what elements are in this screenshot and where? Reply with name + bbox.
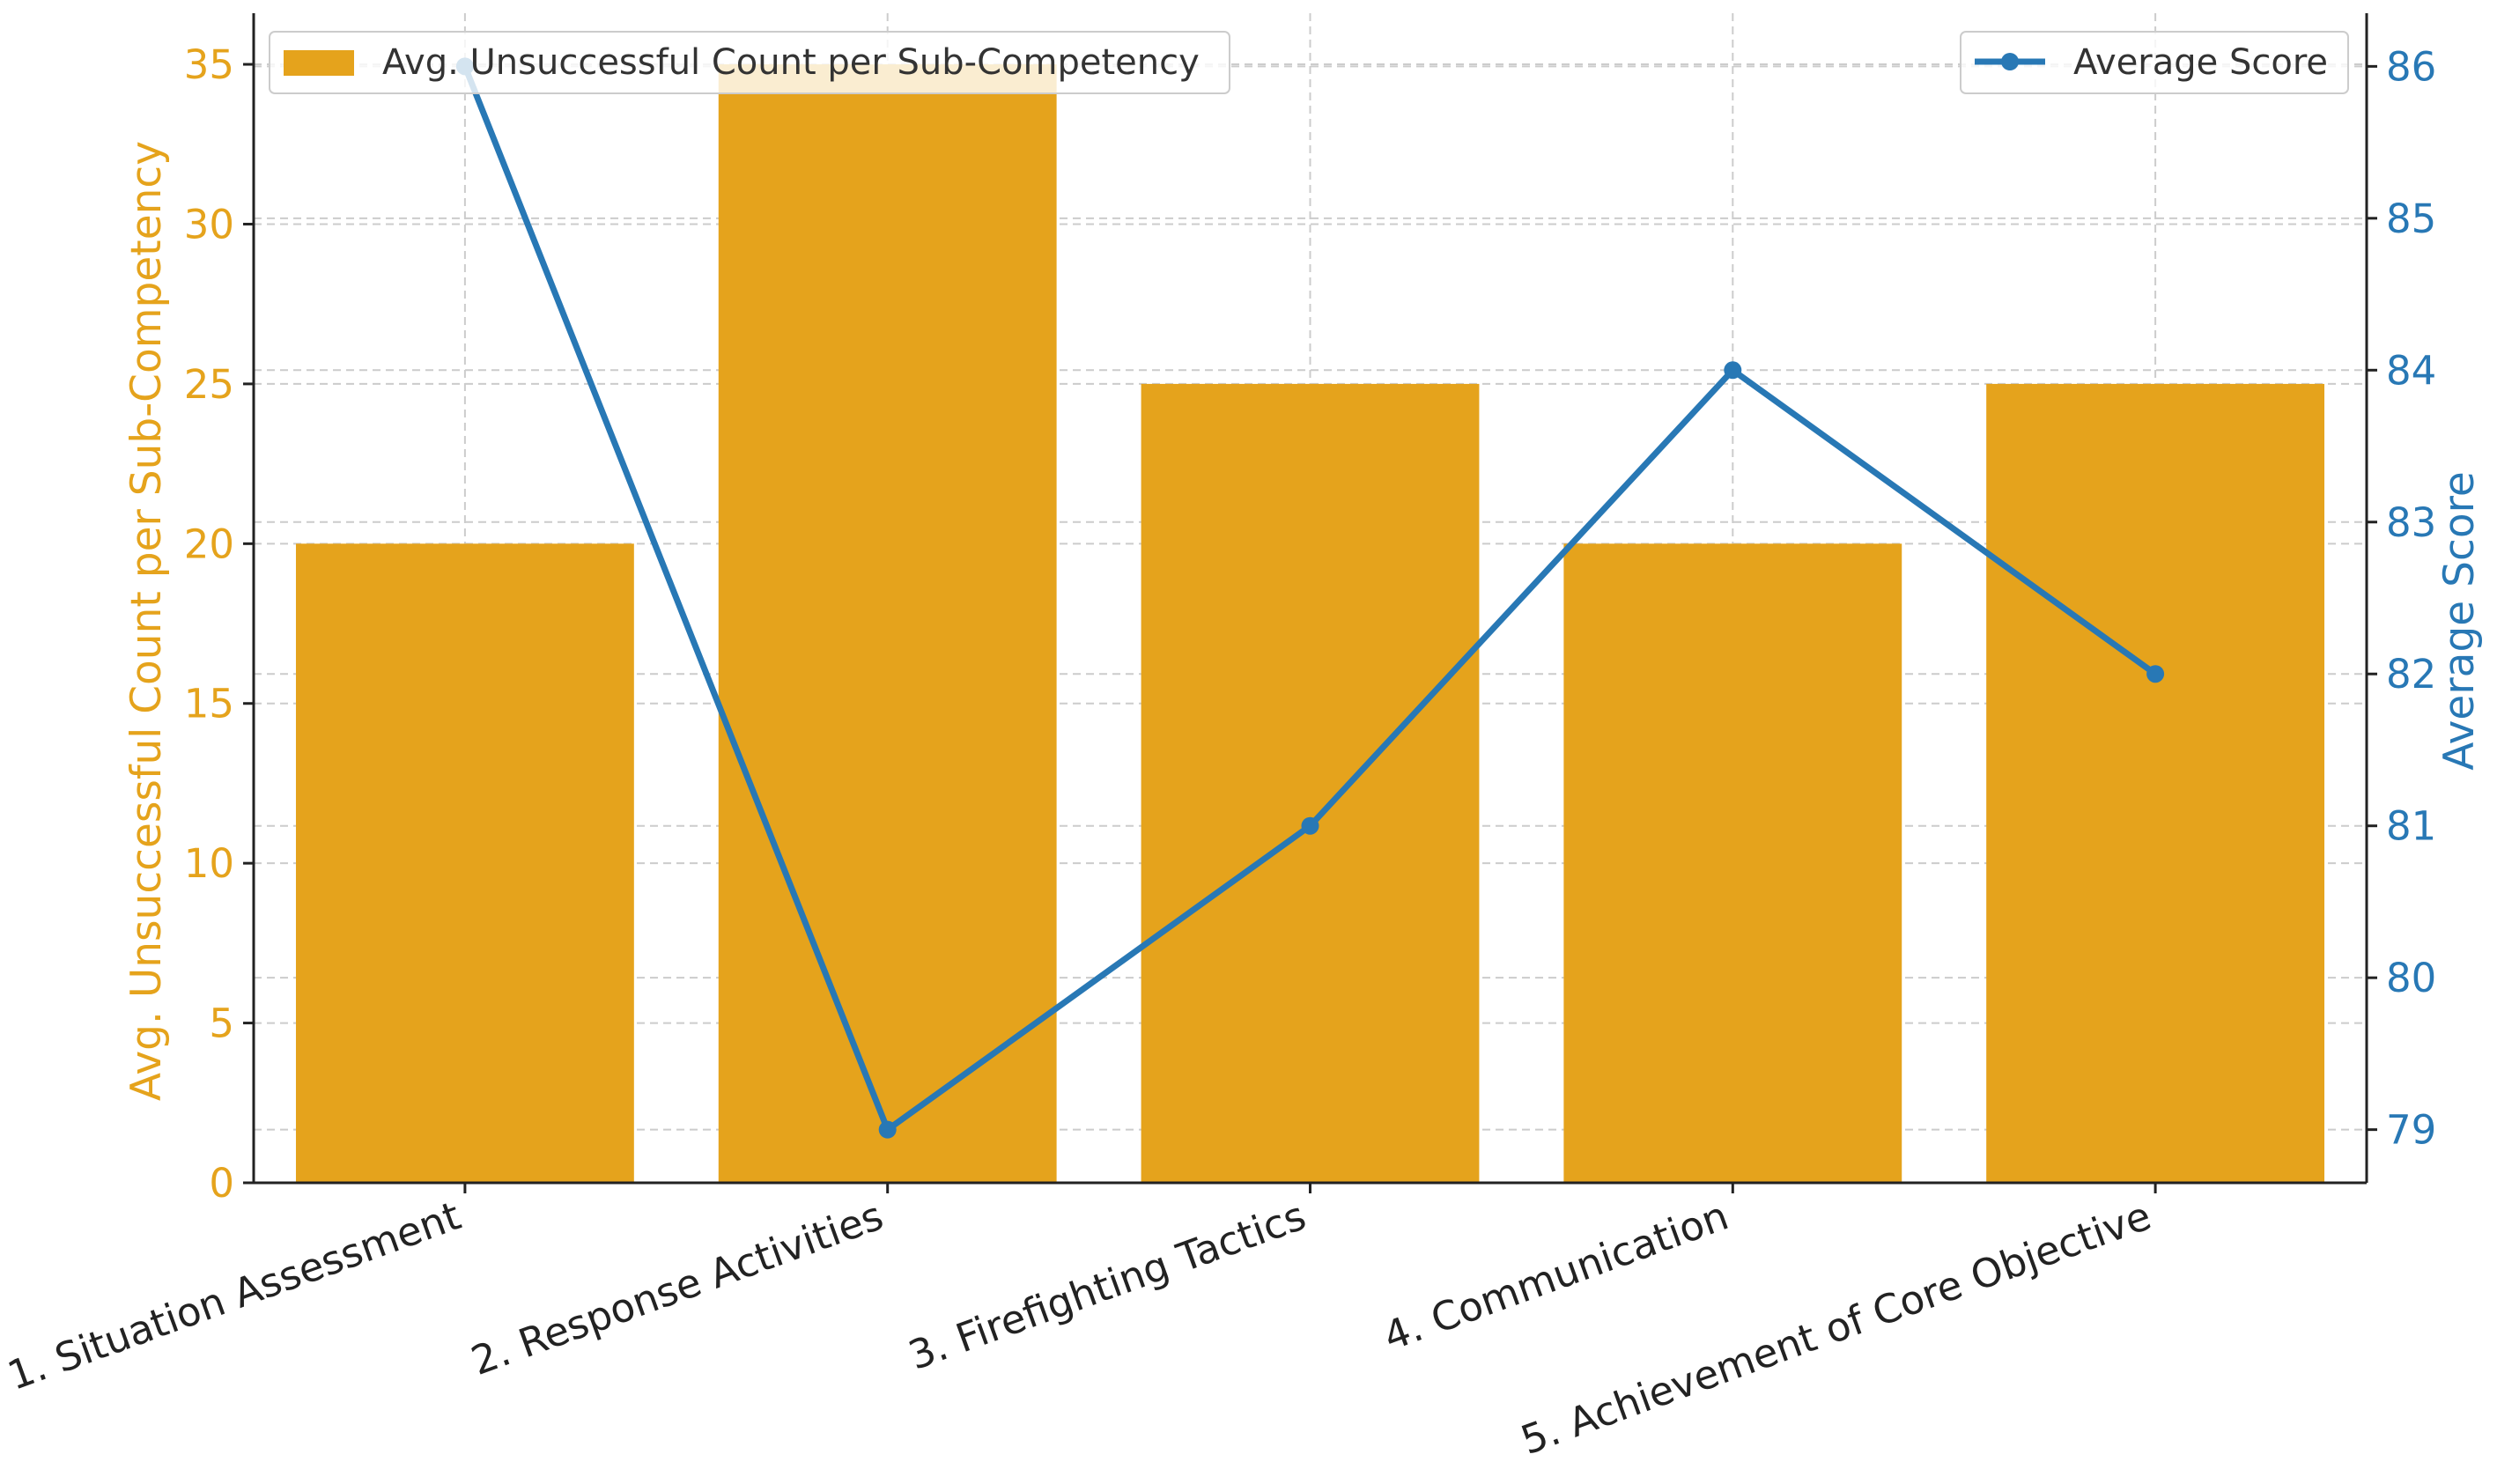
right-axis-title: Average Score bbox=[2435, 471, 2484, 771]
legend-bars-swatch bbox=[284, 50, 354, 76]
legend-bars: Avg. Unsuccessful Count per Sub-Competen… bbox=[269, 31, 1230, 94]
left-tick-label: 5 bbox=[209, 1000, 234, 1047]
left-tick-label: 25 bbox=[184, 361, 234, 408]
legend-line-frame bbox=[1960, 31, 2349, 94]
left-tick-label: 15 bbox=[184, 681, 234, 727]
right-tick-label: 85 bbox=[2386, 196, 2436, 242]
left-tick-label: 10 bbox=[184, 840, 234, 887]
left-tick-label: 35 bbox=[184, 41, 234, 88]
legend-bars-frame bbox=[269, 31, 1230, 94]
bar bbox=[1986, 383, 2325, 1183]
legend-line: Average Score bbox=[1960, 31, 2349, 94]
line-point bbox=[2146, 665, 2165, 683]
line-point bbox=[878, 1120, 897, 1139]
left-tick-label: 30 bbox=[184, 201, 234, 247]
right-tick-label: 81 bbox=[2386, 803, 2436, 850]
right-tick-label: 82 bbox=[2386, 651, 2436, 698]
left-tick-label: 20 bbox=[184, 521, 234, 567]
right-tick-label: 84 bbox=[2386, 347, 2436, 394]
legend-line-marker bbox=[2001, 53, 2019, 70]
bar bbox=[295, 543, 634, 1183]
legend-bars-label: Avg. Unsuccessful Count per Sub-Competen… bbox=[382, 42, 1200, 83]
right-tick-label: 80 bbox=[2386, 955, 2436, 1001]
bar bbox=[1141, 383, 1480, 1183]
line-point bbox=[1724, 361, 1742, 380]
left-tick-label: 0 bbox=[209, 1160, 234, 1207]
bar-series bbox=[295, 64, 2325, 1183]
right-tick-label: 79 bbox=[2386, 1107, 2436, 1154]
right-tick-label: 86 bbox=[2386, 43, 2436, 90]
legend-line-label: Average Score bbox=[2073, 42, 2328, 83]
bar bbox=[1563, 543, 1902, 1183]
bar bbox=[718, 64, 1057, 1183]
line-point bbox=[1301, 816, 1319, 835]
left-axis-title: Avg. Unsuccessful Count per Sub-Competen… bbox=[122, 141, 171, 1101]
right-tick-label: 83 bbox=[2386, 499, 2436, 546]
